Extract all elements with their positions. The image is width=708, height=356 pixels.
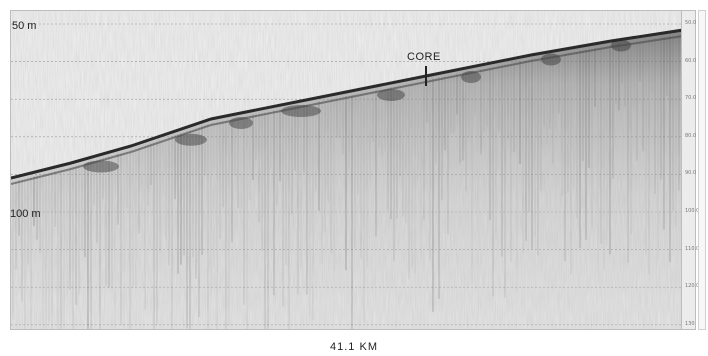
depth-tick-label: 70.0 [685,95,697,102]
core-location-marker [425,66,427,86]
depth-tick-label: 80.0 [685,132,697,139]
vertical-streaks [12,34,680,329]
depth-tick-label: 100.0 [685,208,700,214]
depth-label-100m: 100 m [10,208,41,220]
depth-label-50m: 50 m [12,20,37,32]
depth-tick-label: 90.0 [685,170,697,177]
seismic-profile-image [11,11,681,329]
reflector-patch [377,89,405,101]
noise-texture [11,11,681,329]
reflector-patch [175,133,207,146]
seismic-profile-panel [10,10,682,330]
seafloor-reflector [11,28,681,180]
seafloor-multiple-echo [11,35,681,185]
depth-tick-label: 130 [685,320,695,327]
distance-label: 41.1 KM [330,341,378,353]
depth-tick-label: 110.0 [685,245,700,252]
reflector-patch [83,160,119,173]
metadata-strip [698,10,706,330]
depth-tick-label: 120.0 [685,283,700,290]
depth-scale-bar [682,10,696,330]
depth-tick-label: 50.0 [685,20,697,26]
depth-tick-label: 60.0 [685,57,697,64]
core-label: CORE [407,51,441,63]
